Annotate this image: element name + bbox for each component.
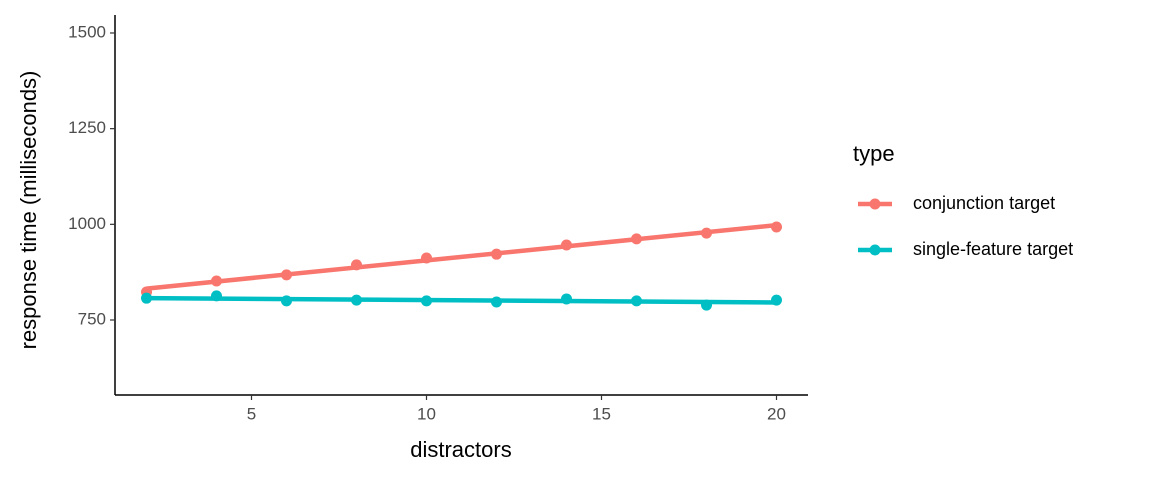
y-axis-title: response time (milliseconds) [16,71,41,350]
point [421,295,432,307]
x-tick-label: 5 [247,404,256,423]
point [631,295,642,307]
point [281,295,292,307]
trend-line [146,295,777,305]
point [561,293,572,305]
point [351,259,362,271]
point [701,299,712,311]
point [561,239,572,251]
point [491,296,502,308]
legend-key-point [869,244,881,256]
point [211,290,222,302]
point [701,227,712,239]
x-tick-label: 20 [767,404,786,423]
legend-label: single-feature target [913,239,1073,259]
point [631,233,642,245]
y-tick-label: 750 [78,309,106,328]
legend-key-point [869,198,881,210]
legend-label: conjunction target [913,193,1055,213]
y-tick-label: 1250 [68,118,106,137]
point [351,294,362,306]
point [771,294,782,306]
x-axis-title: distractors [410,437,511,462]
y-tick-label: 1500 [68,22,106,41]
point [141,292,152,304]
point [491,248,502,260]
point [771,221,782,233]
y-tick-label: 1000 [68,214,106,233]
trend-line [146,222,777,291]
x-tick-label: 15 [592,404,611,423]
legend-title: type [853,141,895,166]
point [281,269,292,281]
x-tick-label: 10 [417,404,436,423]
point [211,275,222,287]
point [421,252,432,264]
